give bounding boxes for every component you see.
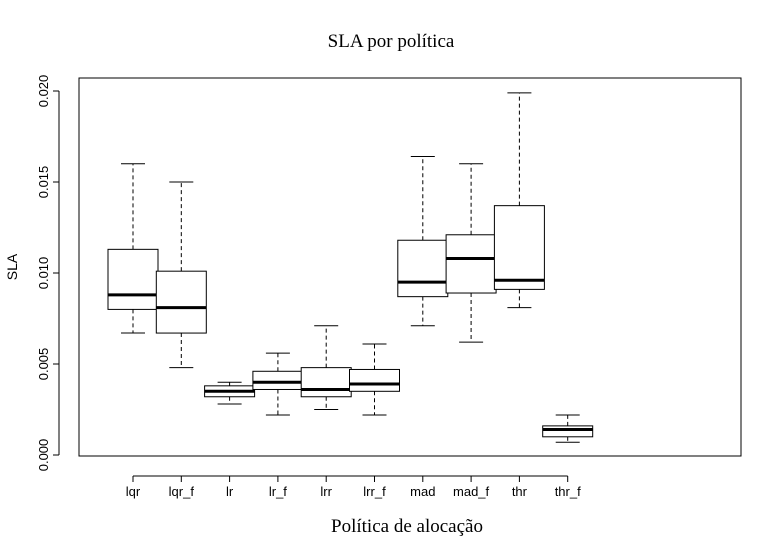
y-tick-label: 0.010 <box>36 257 51 290</box>
x-tick-label: mad <box>410 484 435 499</box>
box-lrr <box>300 325 352 410</box>
box-lr_f <box>252 352 304 416</box>
boxes-group <box>107 92 594 443</box>
box-thr_f <box>542 414 594 443</box>
box-lqr_f <box>155 181 207 369</box>
y-tick-label: 0.015 <box>36 166 51 199</box>
y-axis: 0.000 0.005 0.010 0.015 0.020 <box>36 75 60 472</box>
box-lrr_f <box>349 343 400 416</box>
chart-title: SLA por política <box>328 31 455 52</box>
x-tick-label: thr <box>512 484 528 499</box>
box-thr <box>493 92 545 309</box>
iqr-box <box>542 425 594 438</box>
iqr-box <box>349 368 400 392</box>
y-axis-label: SLA <box>4 253 20 280</box>
box-lqr <box>107 163 159 334</box>
x-tick-label: lr <box>226 484 234 499</box>
x-axis: lqr lqr_f lr lr_f lrr lrr_f mad mad_f thr thr_f <box>126 475 581 499</box>
y-tick-label: 0.005 <box>36 348 51 381</box>
x-tick-label: lqr_f <box>169 484 195 499</box>
iqr-box <box>493 205 545 290</box>
iqr-box <box>252 370 304 390</box>
x-tick-label: lrr <box>320 484 332 499</box>
x-tick-label: lr_f <box>269 484 287 499</box>
iqr-box <box>445 234 497 294</box>
x-tick-label: mad_f <box>453 484 490 499</box>
iqr-box <box>300 367 352 398</box>
iqr-box <box>397 239 449 298</box>
x-tick-label: thr_f <box>555 484 581 499</box>
iqr-box <box>107 248 159 310</box>
iqr-box <box>155 270 207 334</box>
y-tick-label: 0.000 <box>36 439 51 472</box>
box-mad <box>397 156 449 327</box>
box-lr <box>204 381 256 405</box>
y-tick-label: 0.020 <box>36 75 51 108</box>
plot-frame <box>78 77 742 457</box>
x-tick-label: lqr <box>126 484 141 499</box>
box-mad_f <box>445 163 497 343</box>
x-tick-label: lrr_f <box>363 484 386 499</box>
x-axis-label: Política de alocação <box>331 516 483 537</box>
